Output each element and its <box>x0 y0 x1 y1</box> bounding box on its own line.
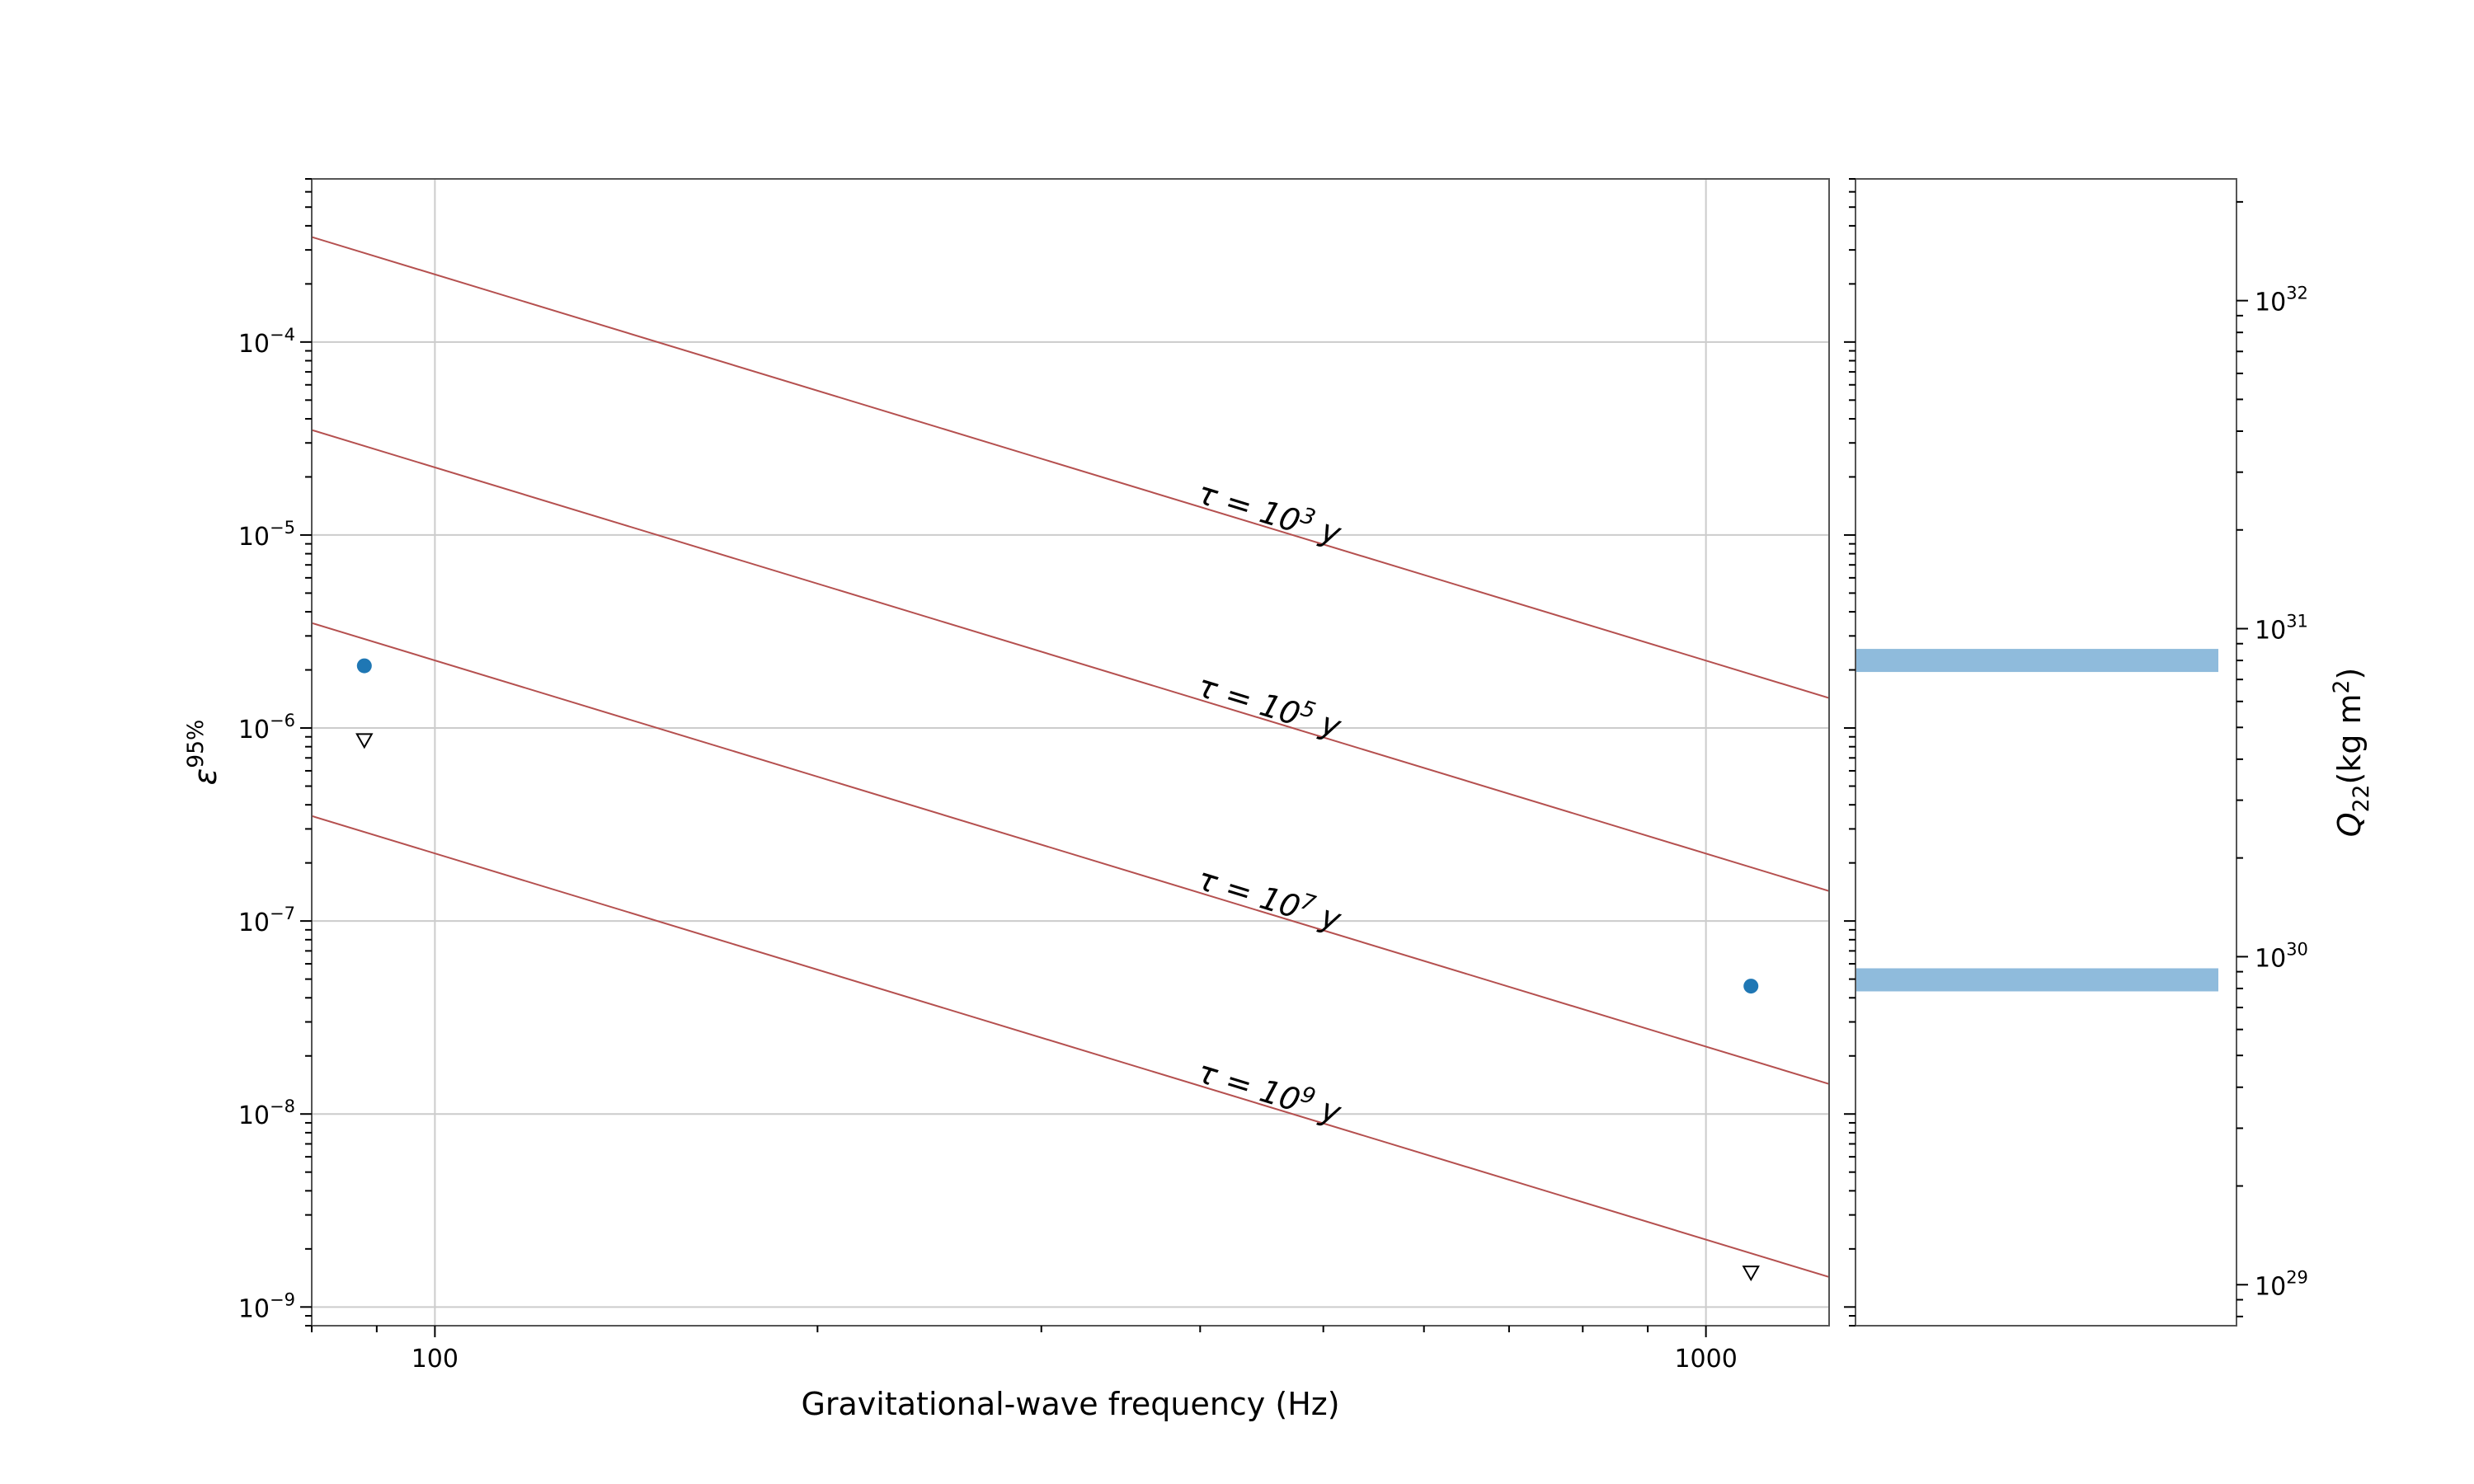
spin-down-line-3 <box>312 815 1829 1278</box>
spin-down-line-2 <box>312 622 1829 1085</box>
point-triangle-0 <box>355 733 374 749</box>
point-circle-0 <box>356 658 372 674</box>
q-tick-label: 1030 <box>2255 939 2308 973</box>
y-tick-label: 10−8 <box>238 1097 295 1130</box>
q-tick-label: 1029 <box>2255 1267 2308 1301</box>
y-tick-label: 10−7 <box>238 904 295 937</box>
point-triangle-1 <box>1742 1266 1760 1282</box>
q-tick-label: 1031 <box>2255 612 2308 646</box>
x-axis-label: Gravitational-wave frequency (Hz) <box>801 1386 1339 1422</box>
y-axis-label: ε95% <box>183 720 223 786</box>
y-tick-label: 10−4 <box>238 325 295 359</box>
spin-down-label-1: τ = 105 y <box>1193 665 1346 745</box>
main-plot-frame <box>311 178 1830 1327</box>
y-tick-label: 10−5 <box>238 518 295 552</box>
quadrupole-band-1 <box>1856 968 2218 992</box>
quadrupole-band-0 <box>1856 649 2218 673</box>
side-plot-frame <box>1855 178 2237 1327</box>
quadrupole-side-plot: 1029 1030 1031 1032 Q22(kg m2) <box>1844 178 2374 1327</box>
q-axis-label: Q22(kg m2) <box>2329 668 2374 838</box>
x-tick-label: 1000 <box>1674 1345 1737 1374</box>
spin-down-label-3: τ = 109 y <box>1193 1051 1346 1131</box>
spin-down-label-0: τ = 103 y <box>1193 472 1346 552</box>
x-tick-label: 100 <box>412 1345 459 1374</box>
y-tick-label: 10−6 <box>238 711 295 744</box>
y-tick-label: 10−9 <box>238 1289 295 1323</box>
spin-down-line-0 <box>312 236 1829 699</box>
spin-down-line-1 <box>312 429 1829 892</box>
q-tick-label: 1032 <box>2255 284 2308 317</box>
spin-down-label-2: τ = 107 y <box>1193 858 1346 938</box>
point-circle-1 <box>1743 979 1759 994</box>
main-plot: τ = 103 y τ = 105 y τ = 107 y τ = 109 y 100 1… <box>183 178 1830 1422</box>
